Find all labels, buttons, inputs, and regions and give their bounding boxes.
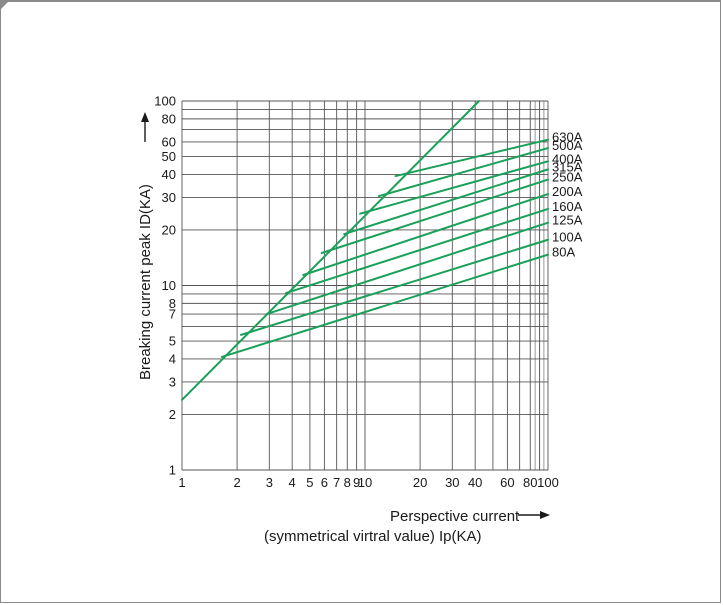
x-axis-title-line2: (symmetrical virtral value) Ip(KA)	[264, 528, 482, 545]
series-label-500A: 500A	[552, 138, 583, 153]
x-axis-arrow	[518, 511, 550, 519]
y-tick-label: 100	[154, 94, 176, 109]
x-tick-label: 30	[445, 475, 459, 490]
series-label-250A: 250A	[552, 170, 583, 185]
y-tick-label: 20	[162, 222, 176, 237]
series-label-160A: 160A	[552, 199, 583, 214]
series-label-315A: 315A	[552, 159, 583, 174]
series-line-250A	[320, 178, 549, 255]
series-line-630A	[394, 138, 549, 178]
x-tick-label: 8	[344, 475, 351, 490]
y-axis-arrow	[141, 112, 149, 142]
series-lines	[181, 100, 549, 401]
y-tick-label: 10	[162, 278, 176, 293]
x-tick-label: 80	[523, 475, 537, 490]
series-line-100A	[239, 238, 549, 336]
x-tick-label: 3	[266, 475, 273, 490]
x-tick-label: 9	[353, 475, 360, 490]
x-tick-label: 7	[333, 475, 340, 490]
x-tick-label: 4	[289, 475, 296, 490]
series-label-100A: 100A	[552, 230, 583, 245]
frame-corner	[0, 0, 10, 10]
y-tick-label: 5	[169, 334, 176, 349]
y-tick-label: 7	[169, 307, 176, 322]
x-tick-label: 10	[358, 475, 372, 490]
series-label-200A: 200A	[552, 184, 583, 199]
y-tick-label: 30	[162, 190, 176, 205]
series-label-125A: 125A	[552, 213, 583, 228]
grid	[181, 100, 549, 471]
y-tick-label: 60	[162, 134, 176, 149]
x-tick-label: 40	[468, 475, 482, 490]
x-tick-label: 5	[306, 475, 313, 490]
y-tick-label: 8	[169, 296, 176, 311]
x-tick-label: 6	[321, 475, 328, 490]
series-label-400A: 400A	[552, 151, 583, 166]
series-line-200A	[302, 193, 549, 277]
series-label-630A: 630A	[552, 130, 583, 145]
y-tick-label: 4	[169, 351, 176, 366]
y-tick-label: 80	[162, 111, 176, 126]
tick-labels: 1 2 3 4 5 6 7 8 910 20 30 40 60 80 1001234578102030405…	[154, 94, 559, 491]
y-axis-title: Breaking current peak ID(KA)	[137, 184, 154, 380]
y-tick-label: 3	[169, 374, 176, 389]
y-tick-label: 2	[169, 407, 176, 422]
series-label-80A: 80A	[552, 245, 575, 260]
x-axis-title-line1: Perspective current	[390, 508, 520, 525]
x-tick-label: 2	[233, 475, 240, 490]
series-line-500A	[377, 147, 549, 198]
x-tick-label: 60	[500, 475, 514, 490]
y-tick-label: 50	[162, 149, 176, 164]
x-tick-label: 100	[537, 475, 559, 490]
series-line-315A	[343, 168, 549, 236]
series-line-400A	[359, 160, 549, 215]
series-line-80A	[220, 253, 549, 358]
series-line-160A	[284, 207, 549, 295]
series-line-125A	[265, 221, 549, 316]
x-tick-label: 20	[413, 475, 427, 490]
y-tick-label: 1	[169, 463, 176, 478]
y-tick-label: 40	[162, 167, 176, 182]
x-tick-label: 1	[178, 475, 185, 490]
